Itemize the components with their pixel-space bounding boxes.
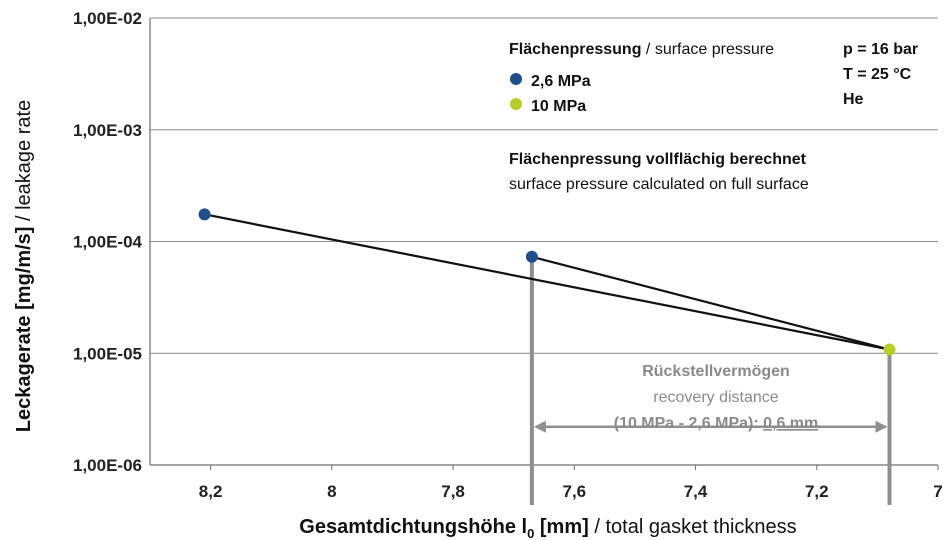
- legend-swatch-2-6-mpa: [510, 73, 522, 85]
- series-lines: [204, 213, 890, 351]
- legend-swatch-10-mpa: [510, 98, 522, 110]
- x-axis-title-subscript: 0: [527, 526, 534, 540]
- legend: Flächenpressung / surface pressure 2,6 M…: [509, 41, 774, 115]
- y-tick-label: 1,00E-06: [73, 456, 142, 475]
- y-axis-title: Leckagerate [mg/m/s] / leakage rate: [13, 100, 35, 432]
- data-point-10-mpa: [883, 343, 896, 356]
- grid-lines: [150, 17, 938, 354]
- recovery-value: 0,6 mm: [763, 415, 818, 432]
- x-tick-label: 7,6: [562, 482, 586, 501]
- legend-label-10-mpa: 10 MPa: [531, 98, 586, 115]
- x-axis-title-rest: / total gasket thickness: [589, 516, 797, 538]
- recovery-value-prefix: (10 MPa - 2,6 MPa):: [614, 415, 763, 432]
- recovery-subtitle: recovery distance: [653, 389, 778, 406]
- calculation-note: Flächenpressung vollflächig berechnet su…: [509, 151, 809, 193]
- x-tick-label: 7,4: [684, 482, 708, 501]
- x-tick-label: 7,2: [805, 482, 829, 501]
- legend-title-rest: / surface pressure: [641, 41, 774, 58]
- condition-temperature: T = 25 °C: [843, 66, 912, 83]
- recovery-distance-marker: [529, 256, 892, 505]
- data-point-2-6-mpa: [525, 250, 538, 263]
- data-points: [198, 208, 896, 356]
- y-tick-label: 1,00E-03: [73, 121, 142, 140]
- recovery-title: Rückstellvermögen: [642, 363, 790, 380]
- data-point-2-6-mpa: [198, 208, 211, 221]
- x-tick-label: 8: [327, 482, 336, 501]
- recovery-arrow-head-right: [875, 420, 888, 433]
- recovery-value-line: (10 MPa - 2,6 MPa): 0,6 mm: [614, 415, 819, 432]
- y-tick-label: 1,00E-04: [73, 233, 143, 252]
- legend-label-2-6-mpa: 2,6 MPa: [531, 73, 591, 90]
- x-tick-label: 7,8: [441, 482, 465, 501]
- legend-title-bold: Flächenpressung: [509, 41, 641, 58]
- connecting-line: [531, 255, 890, 351]
- test-conditions: p = 16 bar T = 25 °C He: [843, 41, 918, 108]
- connecting-line: [204, 213, 890, 351]
- note-line-1: Flächenpressung vollflächig berechnet: [509, 151, 807, 168]
- y-axis-title-rest: / leakage rate: [13, 100, 35, 227]
- legend-title: Flächenpressung / surface pressure: [509, 41, 774, 58]
- y-axis-title-bold: Leckagerate [mg/m/s]: [13, 227, 35, 433]
- condition-gas: He: [843, 91, 864, 108]
- x-tick-label: 8,2: [199, 482, 223, 501]
- recovery-annotation: Rückstellvermögen recovery distance (10 …: [614, 363, 819, 432]
- x-axis-title-unit: [mm]: [534, 516, 588, 538]
- note-line-2: surface pressure calculated on full surf…: [509, 176, 809, 193]
- x-axis-title-bold: Gesamtdichtungshöhe l: [299, 516, 527, 538]
- y-tick-label: 1,00E-05: [73, 344, 142, 363]
- axes: 1,00E-06 1,00E-05 1,00E-04 1,00E-03 1,00E-02…: [73, 9, 943, 501]
- recovery-arrow-head-left: [533, 420, 546, 433]
- y-tick-label: 1,00E-02: [73, 9, 142, 28]
- x-axis-title: Gesamtdichtungshöhe l0 [mm] / total gask…: [299, 516, 796, 540]
- condition-pressure: p = 16 bar: [843, 41, 918, 58]
- x-tick-label: 7: [933, 482, 942, 501]
